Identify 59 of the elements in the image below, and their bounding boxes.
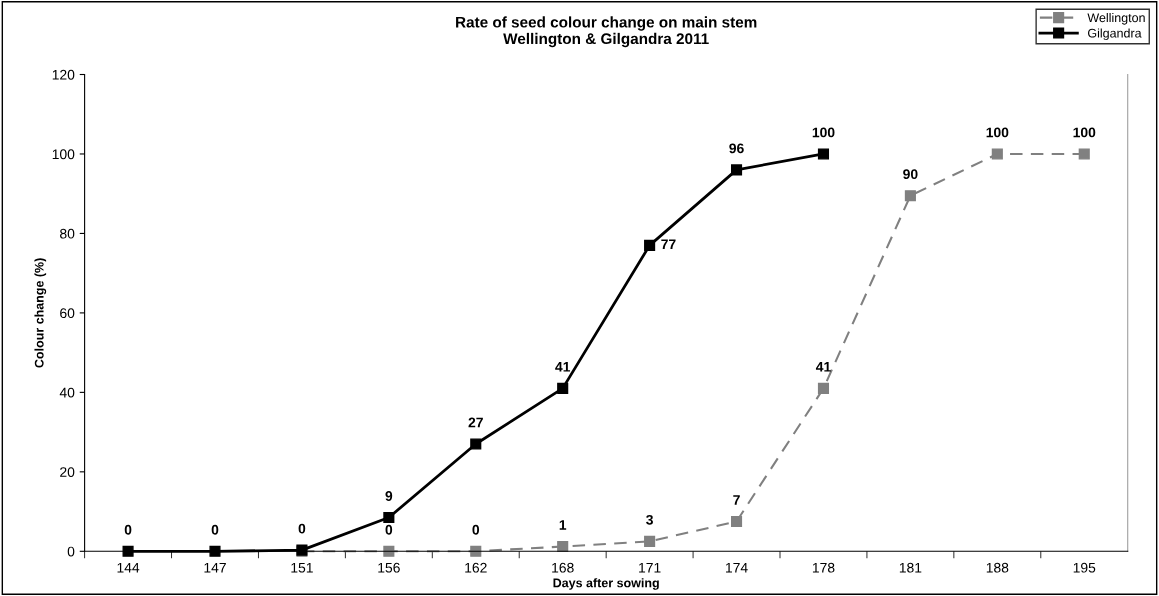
y-tick-label: 120 xyxy=(52,69,75,80)
data-label: 9 xyxy=(385,491,393,501)
y-tick-label: 0 xyxy=(67,546,75,557)
data-label: 77 xyxy=(661,239,676,249)
x-tick-label: 168 xyxy=(552,562,574,573)
data-label: 0 xyxy=(472,524,480,535)
x-tick-label: 188 xyxy=(986,562,1009,573)
point xyxy=(1078,148,1090,160)
data-label: 100 xyxy=(812,127,835,138)
data-label: 0 xyxy=(124,524,132,535)
legend-label: Wellington xyxy=(1087,12,1145,25)
x-tick-label: 144 xyxy=(117,562,140,573)
point xyxy=(470,438,482,450)
legend-label: Gilgandra xyxy=(1088,28,1142,41)
data-label: 90 xyxy=(903,169,918,180)
x-tick-label: 151 xyxy=(291,562,313,573)
data-label: 100 xyxy=(986,127,1009,138)
x-tick-label: 181 xyxy=(899,562,922,573)
data-label: 0 xyxy=(298,523,306,534)
point xyxy=(209,545,221,557)
data-label: 27 xyxy=(468,417,483,428)
chart-title: Rate of seed colour change on main stem Wellington & Gilgandra 2011 xyxy=(456,16,757,48)
point xyxy=(644,239,656,251)
y-axis-title: Colour change (%) xyxy=(34,258,47,368)
point xyxy=(470,545,482,557)
x-tick-label: 195 xyxy=(1073,562,1096,573)
point xyxy=(730,515,743,528)
point xyxy=(383,545,395,557)
data-label: 3 xyxy=(646,514,653,525)
point xyxy=(817,382,830,394)
point xyxy=(557,382,569,394)
data-label: 7 xyxy=(733,495,740,505)
x-tick-label: 156 xyxy=(378,562,400,573)
data-label: 41 xyxy=(815,362,831,372)
y-tick-label: 40 xyxy=(59,387,75,398)
x-tick-label: 162 xyxy=(465,562,487,573)
point xyxy=(122,545,134,557)
x-tick-label: 147 xyxy=(204,562,226,573)
point xyxy=(644,535,656,547)
point xyxy=(557,540,569,553)
point xyxy=(904,190,916,202)
data-label: 1 xyxy=(559,520,567,530)
x-tick-label: 178 xyxy=(812,562,835,573)
point xyxy=(383,511,395,524)
y-tick-label: 80 xyxy=(60,228,75,239)
x-tick-label: 174 xyxy=(726,562,748,573)
data-label: 0 xyxy=(211,524,219,535)
x-tick-label: 171 xyxy=(639,562,661,573)
y-tick-label: 20 xyxy=(60,467,75,477)
point xyxy=(730,164,743,176)
data-label: 100 xyxy=(1073,127,1096,138)
y-tick-label: 60 xyxy=(60,308,75,319)
data-label: 96 xyxy=(729,143,744,154)
data-label: 41 xyxy=(555,362,571,372)
point xyxy=(991,148,1003,160)
y-tick-label: 100 xyxy=(52,149,75,160)
x-axis-title: Days after sowing xyxy=(553,578,659,590)
data-label: 0 xyxy=(385,524,393,535)
point xyxy=(817,148,830,160)
